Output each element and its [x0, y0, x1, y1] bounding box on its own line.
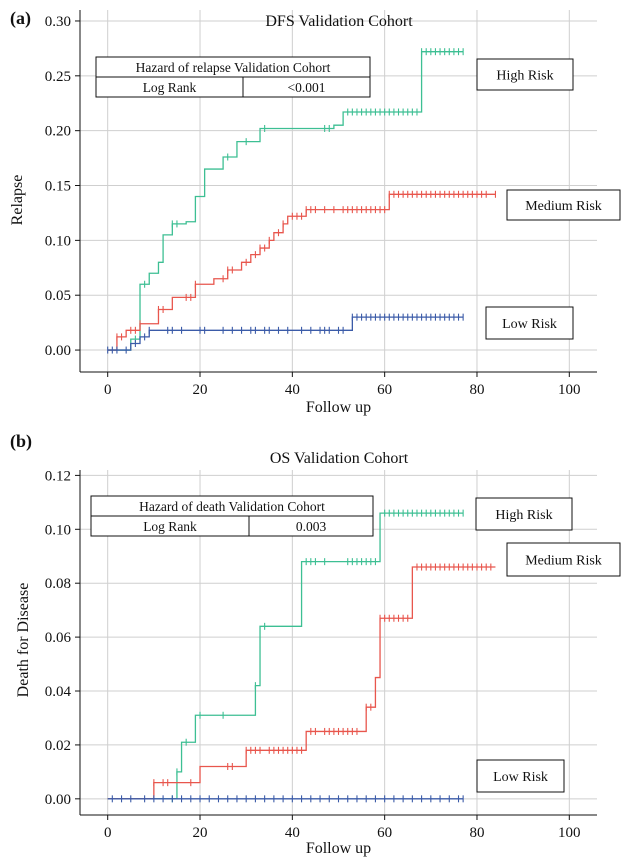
- hazard-table: Hazard of death Validation Cohort Log Ran…: [90, 495, 374, 537]
- y-tick-label: 0.15: [45, 179, 71, 195]
- series-label: High Risk: [495, 508, 552, 523]
- x-tick-label: 20: [193, 825, 208, 841]
- y-axis-label: Death for Disease: [15, 583, 32, 698]
- x-tick-label: 20: [193, 382, 208, 398]
- hazard-table-title: Hazard of death Validation Cohort: [139, 499, 325, 514]
- series-high: [107, 509, 464, 803]
- series-label-box: [476, 58, 574, 91]
- panel-label: (b): [10, 431, 32, 452]
- hazard-table-value: 0.003: [296, 519, 327, 534]
- series-low: [107, 795, 464, 803]
- hazard-table-label: Log Rank: [143, 80, 197, 95]
- y-tick-label: 0.25: [45, 69, 71, 85]
- y-tick-label: 0.08: [45, 576, 71, 592]
- series-high: [107, 48, 464, 351]
- series-label-box: [506, 542, 621, 577]
- x-tick-label: 80: [469, 825, 484, 841]
- series-line-low: [107, 316, 464, 351]
- series-label-box: [476, 759, 565, 793]
- series-line-medium: [107, 566, 496, 800]
- x-tick-label: 80: [469, 382, 484, 398]
- x-tick-label: 100: [558, 382, 581, 398]
- hazard-table-title: Hazard of relapse Validation Cohort: [136, 60, 331, 75]
- series-low: [107, 313, 464, 354]
- series-label: Low Risk: [493, 770, 548, 785]
- series-line-high: [107, 51, 464, 351]
- series-label: Low Risk: [502, 317, 557, 332]
- series-label: Medium Risk: [525, 199, 602, 214]
- y-tick-label: 0.02: [45, 738, 71, 754]
- hazard-table-value: <0.001: [288, 80, 326, 95]
- x-tick-label: 40: [285, 825, 300, 841]
- x-tick-label: 40: [285, 382, 300, 398]
- y-tick-label: 0.00: [45, 792, 71, 808]
- series-medium: [107, 190, 496, 351]
- hazard-table-label: Log Rank: [143, 519, 197, 534]
- series-label: Medium Risk: [525, 554, 602, 569]
- chart-panel-a: 0 20 40 60 80 100 0.00 0.05 0.10 0.15 0.20 0.25 0.30…: [9, 8, 621, 416]
- y-tick-label: 0.20: [45, 124, 71, 140]
- y-tick-label: 0.10: [45, 233, 71, 249]
- hazard-table: Hazard of relapse Validation Cohort Log R…: [95, 56, 371, 98]
- y-axis-label: Relapse: [9, 175, 26, 226]
- x-tick-label: 60: [377, 825, 392, 841]
- x-axis-label: Follow up: [306, 399, 371, 416]
- series-line-high: [107, 512, 464, 800]
- y-tick-label: 0.06: [45, 630, 72, 646]
- series-label-box: [506, 189, 621, 221]
- x-tick-label: 60: [377, 382, 392, 398]
- series-label: High Risk: [496, 69, 553, 84]
- y-tick-label: 0.10: [45, 522, 71, 538]
- series-medium: [107, 563, 496, 800]
- y-tick-label: 0.30: [45, 14, 71, 30]
- y-tick-label: 0.04: [45, 684, 72, 700]
- y-tick-label: 0.12: [45, 468, 71, 484]
- x-axis-label: Follow up: [306, 840, 371, 857]
- y-tick-label: 0.05: [45, 288, 71, 304]
- x-tick-label: 100: [558, 825, 581, 841]
- series-label-box: [485, 306, 574, 340]
- panel-label: (a): [10, 8, 31, 29]
- x-tick-label: 0: [104, 382, 112, 398]
- chart-title: DFS Validation Cohort: [265, 13, 413, 30]
- chart-panel-b: 0 20 40 60 80 100 0.00 0.02 0.04 0.06 0.08 0.10 0.12…: [10, 431, 621, 857]
- x-tick-label: 0: [104, 825, 112, 841]
- y-tick-label: 0.00: [45, 343, 71, 359]
- series-label-box: [475, 497, 573, 531]
- chart-title: OS Validation Cohort: [270, 450, 409, 467]
